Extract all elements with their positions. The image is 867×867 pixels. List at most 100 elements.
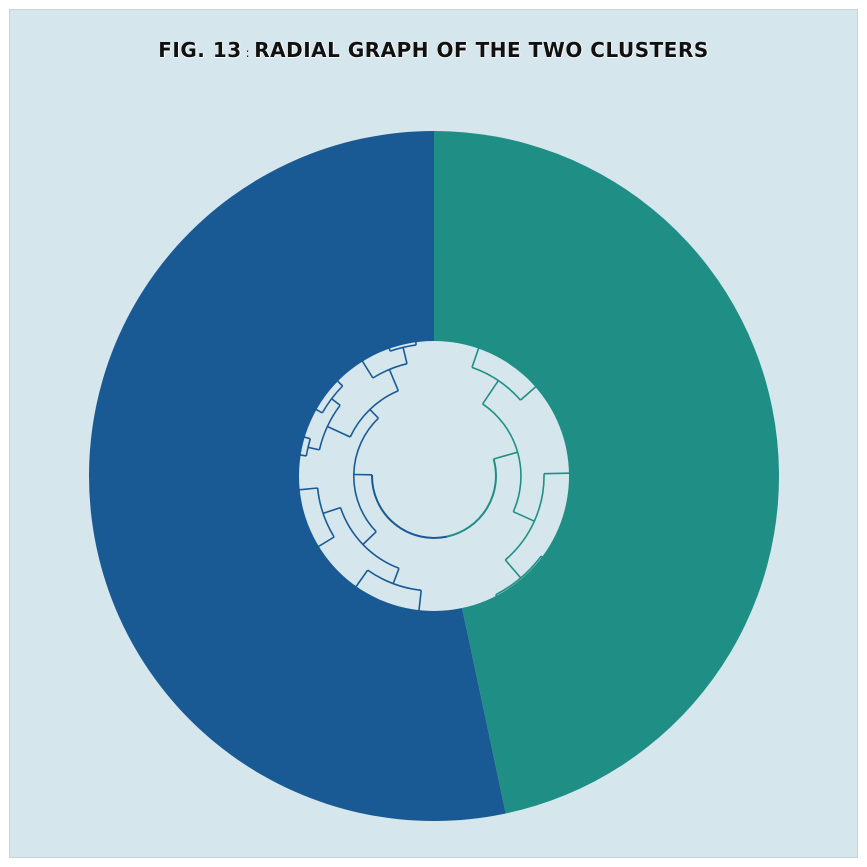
leaf-branch xyxy=(194,243,294,340)
leaf-branch xyxy=(644,521,760,549)
leaf-branch xyxy=(621,638,687,695)
leaf-branch xyxy=(209,226,291,317)
dendrogram-stem xyxy=(290,314,310,336)
dendrogram-stem xyxy=(543,330,558,347)
leaf-branch xyxy=(575,213,642,296)
leaf-branch xyxy=(111,526,252,568)
dendrogram-stem xyxy=(584,593,610,614)
dendrogram-arc xyxy=(268,416,273,424)
leaf-branch xyxy=(103,408,248,440)
leaf-branch xyxy=(514,164,563,279)
dendrogram-stem xyxy=(625,486,657,490)
leaf-branch xyxy=(674,541,756,566)
root-hub xyxy=(376,418,492,534)
leaf-branch xyxy=(253,646,326,758)
dendrogram-stem xyxy=(381,328,391,352)
dendrogram-stem xyxy=(506,673,514,690)
leaf-branch xyxy=(105,415,249,443)
dendrogram-stem xyxy=(392,684,399,711)
leaf-branch xyxy=(101,425,253,450)
dendrogram-stem xyxy=(379,262,384,275)
leaf-branch xyxy=(601,581,717,655)
dendrogram-stem xyxy=(399,248,404,272)
dendrogram-stem xyxy=(225,534,247,543)
leaf-branch xyxy=(623,308,726,368)
leaf-branch xyxy=(107,392,254,431)
dendrogram-arc xyxy=(249,390,253,395)
dendrogram-arc xyxy=(469,220,476,224)
dendrogram-stem xyxy=(543,472,575,475)
leaf-branch xyxy=(130,569,236,620)
leaf-branch xyxy=(213,223,293,315)
dendrogram-arc xyxy=(277,630,281,634)
leaf-branch xyxy=(500,684,539,796)
dendrogram-stem xyxy=(611,482,626,486)
leaf-branch xyxy=(660,380,757,410)
leaf-branch xyxy=(612,252,685,318)
dendrogram-stem xyxy=(491,660,498,676)
dendrogram-stem xyxy=(541,265,551,281)
dendrogram-stem xyxy=(291,587,303,599)
dendrogram-stem xyxy=(337,646,345,656)
leaf-branch xyxy=(175,263,283,352)
leaf-branch xyxy=(342,155,378,273)
leaf-branch xyxy=(135,578,235,632)
dendrogram-arc xyxy=(589,489,596,518)
leaf-branch xyxy=(143,577,256,643)
dendrogram-stem xyxy=(376,625,383,638)
dendrogram-stem xyxy=(573,617,583,627)
dendrogram-stem xyxy=(605,615,621,629)
dendrogram-stem xyxy=(627,580,656,598)
dendrogram-stem xyxy=(282,348,308,370)
dendrogram-arc xyxy=(553,354,558,359)
dendrogram-arc xyxy=(293,389,306,411)
leaf-branch xyxy=(621,625,696,686)
leaf-branch xyxy=(250,193,320,300)
leaf-branch xyxy=(599,642,672,714)
dendrogram-stem xyxy=(322,365,344,387)
dendrogram-arc xyxy=(505,650,523,660)
leaf-branch xyxy=(378,710,397,808)
leaf-branch xyxy=(436,142,441,265)
dendrogram-stem xyxy=(367,307,378,331)
dendrogram-arc xyxy=(252,416,256,421)
leaf-branch xyxy=(114,369,255,418)
dendrogram-stem xyxy=(335,340,350,360)
leaf-branch xyxy=(670,549,756,578)
dendrogram-stem xyxy=(503,634,515,656)
leaf-branch xyxy=(135,325,248,383)
dendrogram-arc xyxy=(286,321,292,327)
dendrogram-stem xyxy=(322,506,341,515)
leaf-branch xyxy=(129,333,253,393)
dendrogram-stem xyxy=(278,623,288,633)
dendrogram-stem xyxy=(250,520,267,527)
leaf-branch xyxy=(510,163,557,278)
leaf-branch xyxy=(645,444,769,458)
dendrogram-stem xyxy=(245,406,272,418)
dendrogram-stem xyxy=(500,268,509,289)
dendrogram-stem xyxy=(291,487,318,492)
dendrogram-stem xyxy=(327,425,351,438)
leaf-branch xyxy=(642,510,767,534)
dendrogram-stem xyxy=(571,591,582,601)
leaf-branch xyxy=(651,424,766,444)
dendrogram-branches xyxy=(97,140,771,813)
leaf-branch xyxy=(167,600,273,683)
leaf-branch xyxy=(177,602,282,690)
leaf-branch xyxy=(558,222,655,333)
leaf-branch xyxy=(156,603,248,666)
dendrogram-arc xyxy=(609,593,614,599)
dendrogram-stem xyxy=(480,642,488,663)
dendrogram-stem xyxy=(488,628,494,640)
dendrogram-stem xyxy=(620,415,640,423)
dendrogram-arc xyxy=(620,421,625,434)
dendrogram-stem xyxy=(275,330,290,344)
leaf-branch xyxy=(609,597,709,668)
root-arc-b xyxy=(446,458,497,538)
dendrogram-stem xyxy=(655,495,682,500)
leaf-branch xyxy=(689,365,752,389)
dendrogram-arc xyxy=(488,253,494,257)
leaf-branch xyxy=(198,235,288,327)
leaf-branch xyxy=(652,436,766,452)
leaf-branch xyxy=(151,593,248,655)
